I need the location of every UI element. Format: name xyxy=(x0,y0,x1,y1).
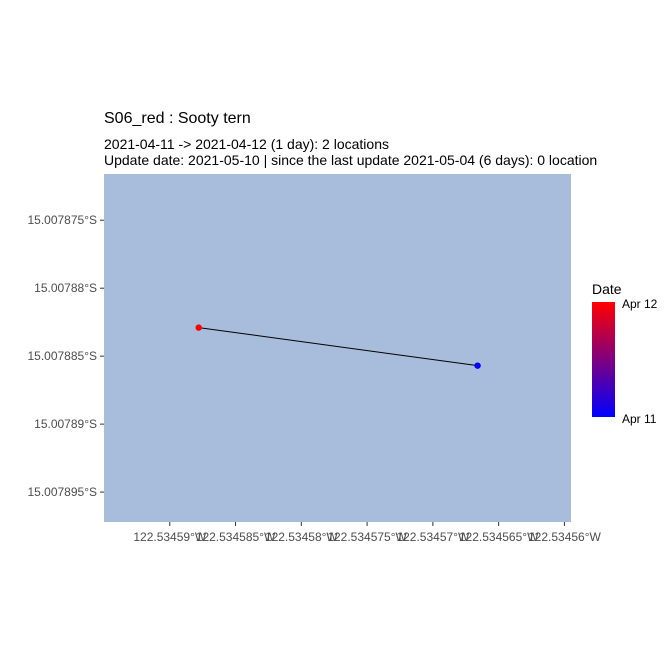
chart-title: S06_red : Sooty tern xyxy=(104,110,251,127)
legend-title: Date xyxy=(592,281,622,297)
location-point xyxy=(474,362,481,369)
x-tick-label: 122.534585°W xyxy=(196,530,276,544)
chart-subtitle-update: Update date: 2021-05-10 | since the last… xyxy=(104,152,598,168)
x-tick-label: 122.534575°W xyxy=(327,530,407,544)
x-tick-label: 122.53457°W xyxy=(396,530,470,544)
track-line xyxy=(198,327,478,367)
x-tick-label: 122.534565°W xyxy=(459,530,539,544)
x-tick-label: 122.53459°W xyxy=(133,530,207,544)
legend-label-top: Apr 12 xyxy=(622,297,658,311)
y-tick-label: 15.007875°S xyxy=(27,213,97,227)
x-tick-label: 122.53456°W xyxy=(528,530,602,544)
chart-subtitle-date-range: 2021-04-11 -> 2021-04-12 (1 day): 2 loca… xyxy=(104,136,389,152)
y-tick-label: 15.007885°S xyxy=(27,349,97,363)
y-tick-label: 15.00789°S xyxy=(34,417,97,431)
legend-label-bottom: Apr 11 xyxy=(622,412,657,426)
plot-panel xyxy=(104,174,571,522)
y-tick-label: 15.00788°S xyxy=(34,281,97,295)
x-tick-label: 122.53458°W xyxy=(265,530,339,544)
location-point xyxy=(195,324,202,331)
legend-colorbar xyxy=(592,302,615,417)
y-tick-label: 15.007895°S xyxy=(27,485,97,499)
